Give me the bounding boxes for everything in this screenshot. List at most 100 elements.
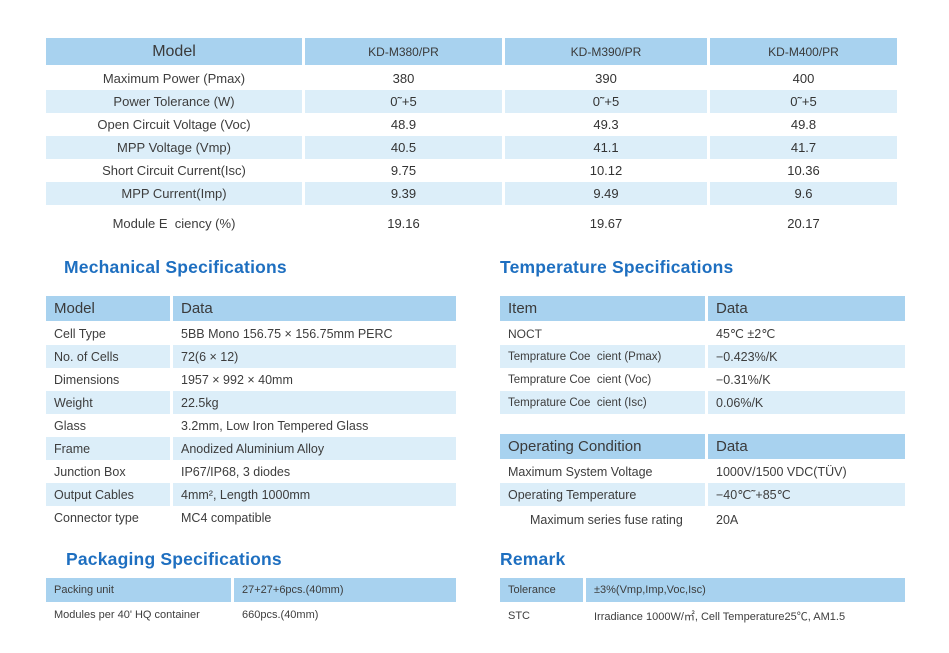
packaging-specifications-table: Packing unit 27+27+6pcs.(40mm) Modules p…	[46, 578, 456, 628]
row-label: No. of Cells	[46, 345, 170, 368]
table-row: Output Cables 4mm², Length 1000mm	[46, 483, 456, 506]
row-value: 20A	[708, 506, 905, 534]
row-label: Maximum series fuse rating	[500, 506, 705, 534]
table-row: Module E ciency (%) 19.16 19.67 20.17	[46, 205, 897, 241]
row-value: 10.36	[710, 159, 897, 182]
row-label: Output Cables	[46, 483, 170, 506]
row-value: −40℃˜+85℃	[708, 483, 905, 506]
row-value: 9.6	[710, 182, 897, 205]
row-value: 48.9	[305, 113, 502, 136]
row-value: 19.67	[505, 205, 707, 241]
row-label: Cell Type	[46, 322, 170, 345]
row-value: 9.49	[505, 182, 707, 205]
mechanical-specifications-heading: Mechanical Specifications	[64, 257, 287, 277]
table-row: Short Circuit Current(Isc) 9.75 10.12 10…	[46, 159, 897, 182]
table-row: Temprature Coe cient (Voc) −0.31%/K	[500, 368, 905, 391]
row-label: Maximum System Voltage	[500, 460, 705, 483]
row-value: 27+27+6pcs.(40mm)	[234, 578, 456, 602]
header-label-cell: Item	[500, 296, 705, 321]
table-row: Junction Box IP67/IP68, 3 diodes	[46, 460, 456, 483]
row-label: Temprature Coe cient (Voc)	[500, 368, 705, 391]
table-row: Packing unit 27+27+6pcs.(40mm)	[46, 578, 456, 602]
table-row: Maximum series fuse rating 20A	[500, 506, 905, 534]
row-value: ±3%(Vmp,Imp,Voc,Isc)	[586, 578, 905, 602]
row-value: 9.39	[305, 182, 502, 205]
row-value: 19.16	[305, 205, 502, 241]
row-value: 5BB Mono 156.75 × 156.75mm PERC	[173, 322, 456, 345]
row-value: 41.1	[505, 136, 707, 159]
remark-heading: Remark	[500, 549, 566, 569]
header-label-cell: Model	[46, 296, 170, 321]
row-label: Short Circuit Current(Isc)	[46, 159, 302, 182]
table-row: Operating Temperature −40℃˜+85℃	[500, 483, 905, 506]
table-row: Glass 3.2mm, Low Iron Tempered Glass	[46, 414, 456, 437]
row-value: 22.5kg	[173, 391, 456, 414]
row-value: 49.8	[710, 113, 897, 136]
row-value: 0.06%/K	[708, 391, 905, 414]
table-row: Cell Type 5BB Mono 156.75 × 156.75mm PER…	[46, 322, 456, 345]
table-row: No. of Cells 72(6 × 12)	[46, 345, 456, 368]
header-data-cell: Data	[708, 296, 905, 321]
row-label: Operating Temperature	[500, 483, 705, 506]
mechanical-specifications-table: Model Data Cell Type 5BB Mono 156.75 × 1…	[46, 296, 456, 529]
row-label: Power Tolerance (W)	[46, 90, 302, 113]
table-row: Maximum System Voltage 1000V/1500 VDC(TÜ…	[500, 460, 905, 483]
row-value: Irradiance 1000W/㎡, Cell Temperature25℃,…	[586, 602, 905, 630]
row-value: 390	[505, 67, 707, 90]
table-row: Dimensions 1957 × 992 × 40mm	[46, 368, 456, 391]
row-value: 0˜+5	[710, 90, 897, 113]
row-label: STC	[500, 602, 583, 630]
row-value: 3.2mm, Low Iron Tempered Glass	[173, 414, 456, 437]
header-data-cell: Data	[173, 296, 456, 321]
model-column-header: KD-M380/PR	[305, 38, 502, 65]
table-row: NOCT 45℃ ±2℃	[500, 322, 905, 345]
operating-header-row: Operating Condition Data	[500, 434, 905, 459]
temperature-specifications-table: Item Data NOCT 45℃ ±2℃ Temprature Coe ci…	[500, 296, 905, 414]
table-row: Connector type MC4 compatible	[46, 506, 456, 529]
row-label: Junction Box	[46, 460, 170, 483]
row-label: Packing unit	[46, 578, 231, 602]
packaging-specifications-heading: Packaging Specifications	[66, 549, 282, 569]
table-row: Tolerance ±3%(Vmp,Imp,Voc,Isc)	[500, 578, 905, 602]
row-label: Glass	[46, 414, 170, 437]
row-value: 400	[710, 67, 897, 90]
row-label: Weight	[46, 391, 170, 414]
temperature-header-row: Item Data	[500, 296, 905, 321]
row-value: 40.5	[305, 136, 502, 159]
row-label: Temprature Coe cient (Isc)	[500, 391, 705, 414]
model-header-cell: Model	[46, 38, 302, 65]
table-row: Frame Anodized Aluminium Alloy	[46, 437, 456, 460]
table-row: STC Irradiance 1000W/㎡, Cell Temperature…	[500, 602, 905, 630]
row-value: 0˜+5	[505, 90, 707, 113]
operating-condition-table: Operating Condition Data Maximum System …	[500, 434, 905, 534]
table-row: Maximum Power (Pmax) 380 390 400	[46, 67, 897, 90]
row-value: 4mm², Length 1000mm	[173, 483, 456, 506]
row-label: NOCT	[500, 322, 705, 345]
row-label: Module E ciency (%)	[46, 205, 302, 241]
header-data-cell: Data	[708, 434, 905, 459]
mechanical-header-row: Model Data	[46, 296, 456, 321]
row-value: MC4 compatible	[173, 506, 456, 529]
remark-table: Tolerance ±3%(Vmp,Imp,Voc,Isc) STC Irrad…	[500, 578, 905, 630]
table-row: MPP Voltage (Vmp) 40.5 41.1 41.7	[46, 136, 897, 159]
row-label: Maximum Power (Pmax)	[46, 67, 302, 90]
row-value: 9.75	[305, 159, 502, 182]
row-label: Temprature Coe cient (Pmax)	[500, 345, 705, 368]
row-label: Frame	[46, 437, 170, 460]
table-row: MPP Current(Imp) 9.39 9.49 9.6	[46, 182, 897, 205]
row-value: −0.423%/K	[708, 345, 905, 368]
row-value: 49.3	[505, 113, 707, 136]
temperature-specifications-heading: Temperature Specifications	[500, 257, 734, 277]
table-row: Temprature Coe cient (Pmax) −0.423%/K	[500, 345, 905, 368]
row-value: 20.17	[710, 205, 897, 241]
model-column-header: KD-M400/PR	[710, 38, 897, 65]
row-value: 10.12	[505, 159, 707, 182]
row-value: 45℃ ±2℃	[708, 322, 905, 345]
header-label-cell: Operating Condition	[500, 434, 705, 459]
model-column-header: KD-M390/PR	[505, 38, 707, 65]
row-value: 41.7	[710, 136, 897, 159]
row-value: 0˜+5	[305, 90, 502, 113]
row-value: 1000V/1500 VDC(TÜV)	[708, 460, 905, 483]
row-label: Dimensions	[46, 368, 170, 391]
